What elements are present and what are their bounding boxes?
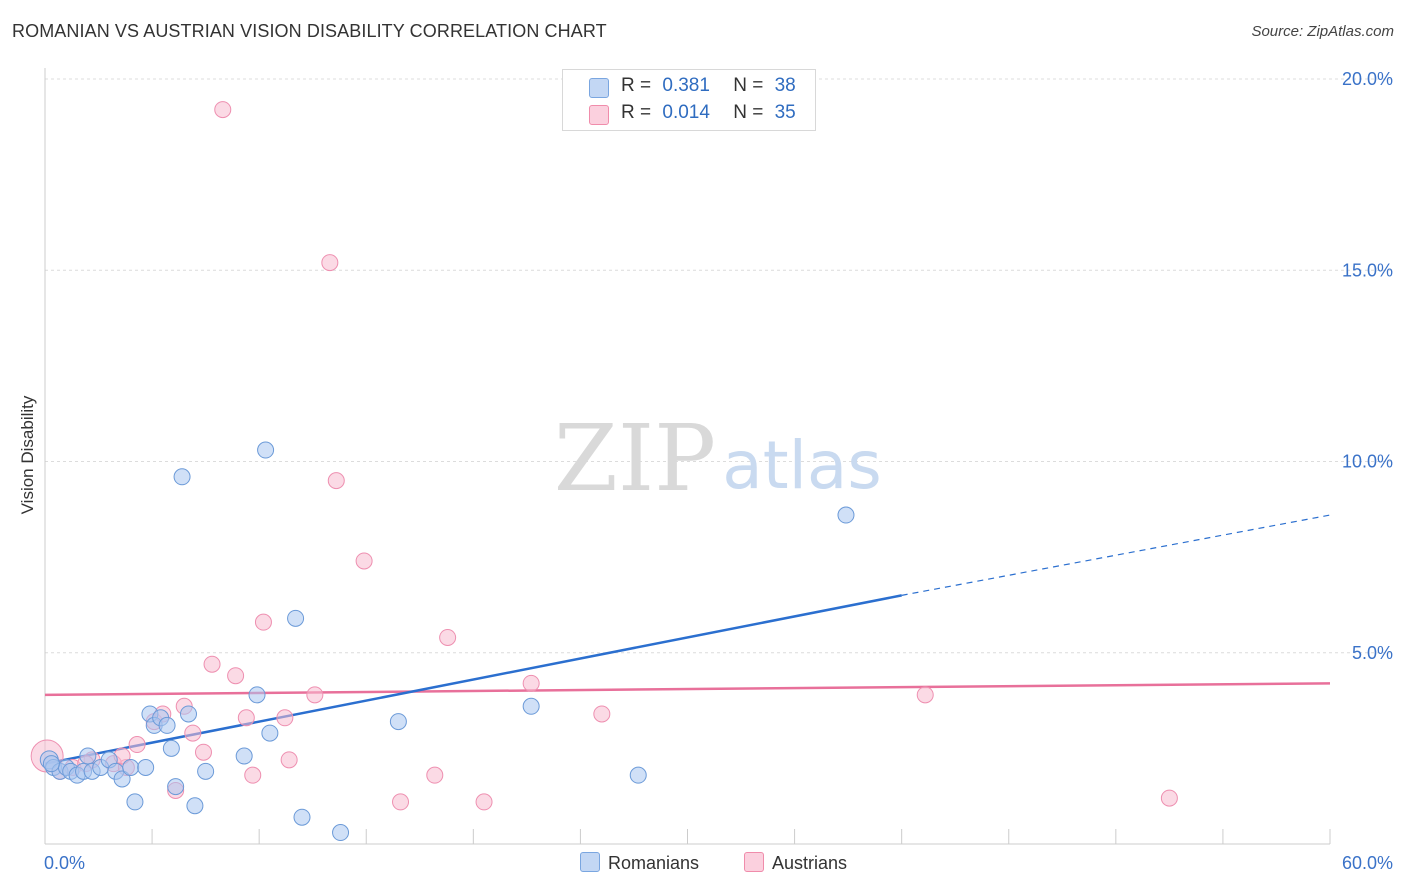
romanians-point <box>629 766 647 784</box>
austrians-point <box>392 793 410 811</box>
austrians-swatch <box>589 105 609 125</box>
bottom-legend-austrians[interactable]: Austrians <box>744 852 847 874</box>
legend-r-value-austrians: 0.014 <box>662 102 710 123</box>
romanians-point <box>113 770 131 788</box>
austrians-point <box>203 655 221 673</box>
romanians-swatch <box>589 78 609 98</box>
romanians-legend-label: Romanians <box>608 853 700 873</box>
austrians-point <box>475 793 493 811</box>
austrians-trend-line <box>44 682 1331 697</box>
austrians-point <box>128 736 146 754</box>
legend-r-label: R = <box>621 102 652 123</box>
romanians-point <box>158 716 176 734</box>
bottom-legend-romanians[interactable]: Romanians <box>580 852 699 874</box>
romanians-point <box>197 762 215 780</box>
romanians-point <box>248 686 266 704</box>
y-tick-label: 15.0% <box>1342 260 1393 280</box>
x-tick-label-min: 0.0% <box>44 853 85 873</box>
source-label: Source: ZipAtlas.com <box>1251 23 1394 40</box>
romanians-point <box>257 441 275 459</box>
x-tick-label-max: 60.0% <box>1342 853 1393 873</box>
legend-r-value-romanians: 0.381 <box>662 75 710 96</box>
axes <box>44 68 1331 845</box>
austrians-point <box>522 674 540 692</box>
y-tick-label: 10.0% <box>1342 452 1393 472</box>
watermark: ZIP atlas <box>554 405 882 512</box>
romanians-points <box>39 441 855 842</box>
austrians-point <box>237 709 255 727</box>
austrians-point <box>321 254 339 272</box>
romanians-point <box>235 747 253 765</box>
austrians-point <box>916 686 934 704</box>
austrians-legend-label: Austrians <box>772 853 848 873</box>
austrians-point <box>244 766 262 784</box>
romanians-point <box>293 808 311 826</box>
austrians-point <box>194 743 212 761</box>
legend-n-value-austrians: 35 <box>774 102 796 123</box>
chart-title: ROMANIAN VS AUSTRIAN VISION DISABILITY C… <box>12 21 607 41</box>
watermark-zip: ZIP <box>554 405 716 512</box>
austrians-point <box>227 667 245 685</box>
austrians-point <box>327 472 345 490</box>
austrians-point <box>306 686 324 704</box>
romanians-point <box>122 759 140 776</box>
y-tick-label: 20.0% <box>1342 69 1393 89</box>
austrians-point <box>214 101 232 119</box>
austrians-point <box>593 705 611 723</box>
austrians-point <box>184 724 202 742</box>
austrians-legend-swatch <box>744 852 764 872</box>
austrians-point <box>254 613 272 631</box>
austrians-point <box>426 766 444 784</box>
romanians-point <box>837 506 855 524</box>
romanians-trend-extension <box>901 514 1331 596</box>
romanians-point <box>522 697 540 715</box>
romanians-trend-line <box>44 594 902 765</box>
romanians-point <box>389 713 407 731</box>
austrians-point <box>1160 789 1178 807</box>
tick-labels: 5.0% 10.0% 15.0% 20.0% 0.0% 60.0% <box>44 69 1393 873</box>
grid-lines <box>45 78 1392 654</box>
romanians-legend-swatch <box>580 852 600 872</box>
trend-lines <box>44 514 1331 765</box>
correlation-legend: R = 0.381 N = 38 R = 0.014 N = 35 <box>562 69 816 131</box>
romanians-point <box>287 609 305 627</box>
romanians-point <box>79 747 97 765</box>
romanians-point <box>137 759 155 776</box>
romanians-point <box>179 705 197 723</box>
austrians-point <box>276 709 294 727</box>
legend-n-label: N = <box>733 75 764 96</box>
romanians-point <box>162 739 180 757</box>
romanians-point <box>261 724 279 742</box>
y-tick-label: 5.0% <box>1352 643 1393 663</box>
romanians-point <box>173 468 191 486</box>
romanians-point <box>186 797 204 815</box>
romanians-point <box>126 793 144 811</box>
romanians-point <box>167 778 185 796</box>
watermark-atlas: atlas <box>722 427 882 504</box>
austrians-point <box>355 552 373 570</box>
legend-r-label: R = <box>621 75 652 96</box>
romanians-point <box>42 755 60 773</box>
legend-n-value-romanians: 38 <box>774 75 796 96</box>
austrians-point <box>439 628 457 646</box>
austrians-point <box>280 751 298 769</box>
legend-n-label: N = <box>733 102 764 123</box>
romanians-point <box>332 824 350 842</box>
